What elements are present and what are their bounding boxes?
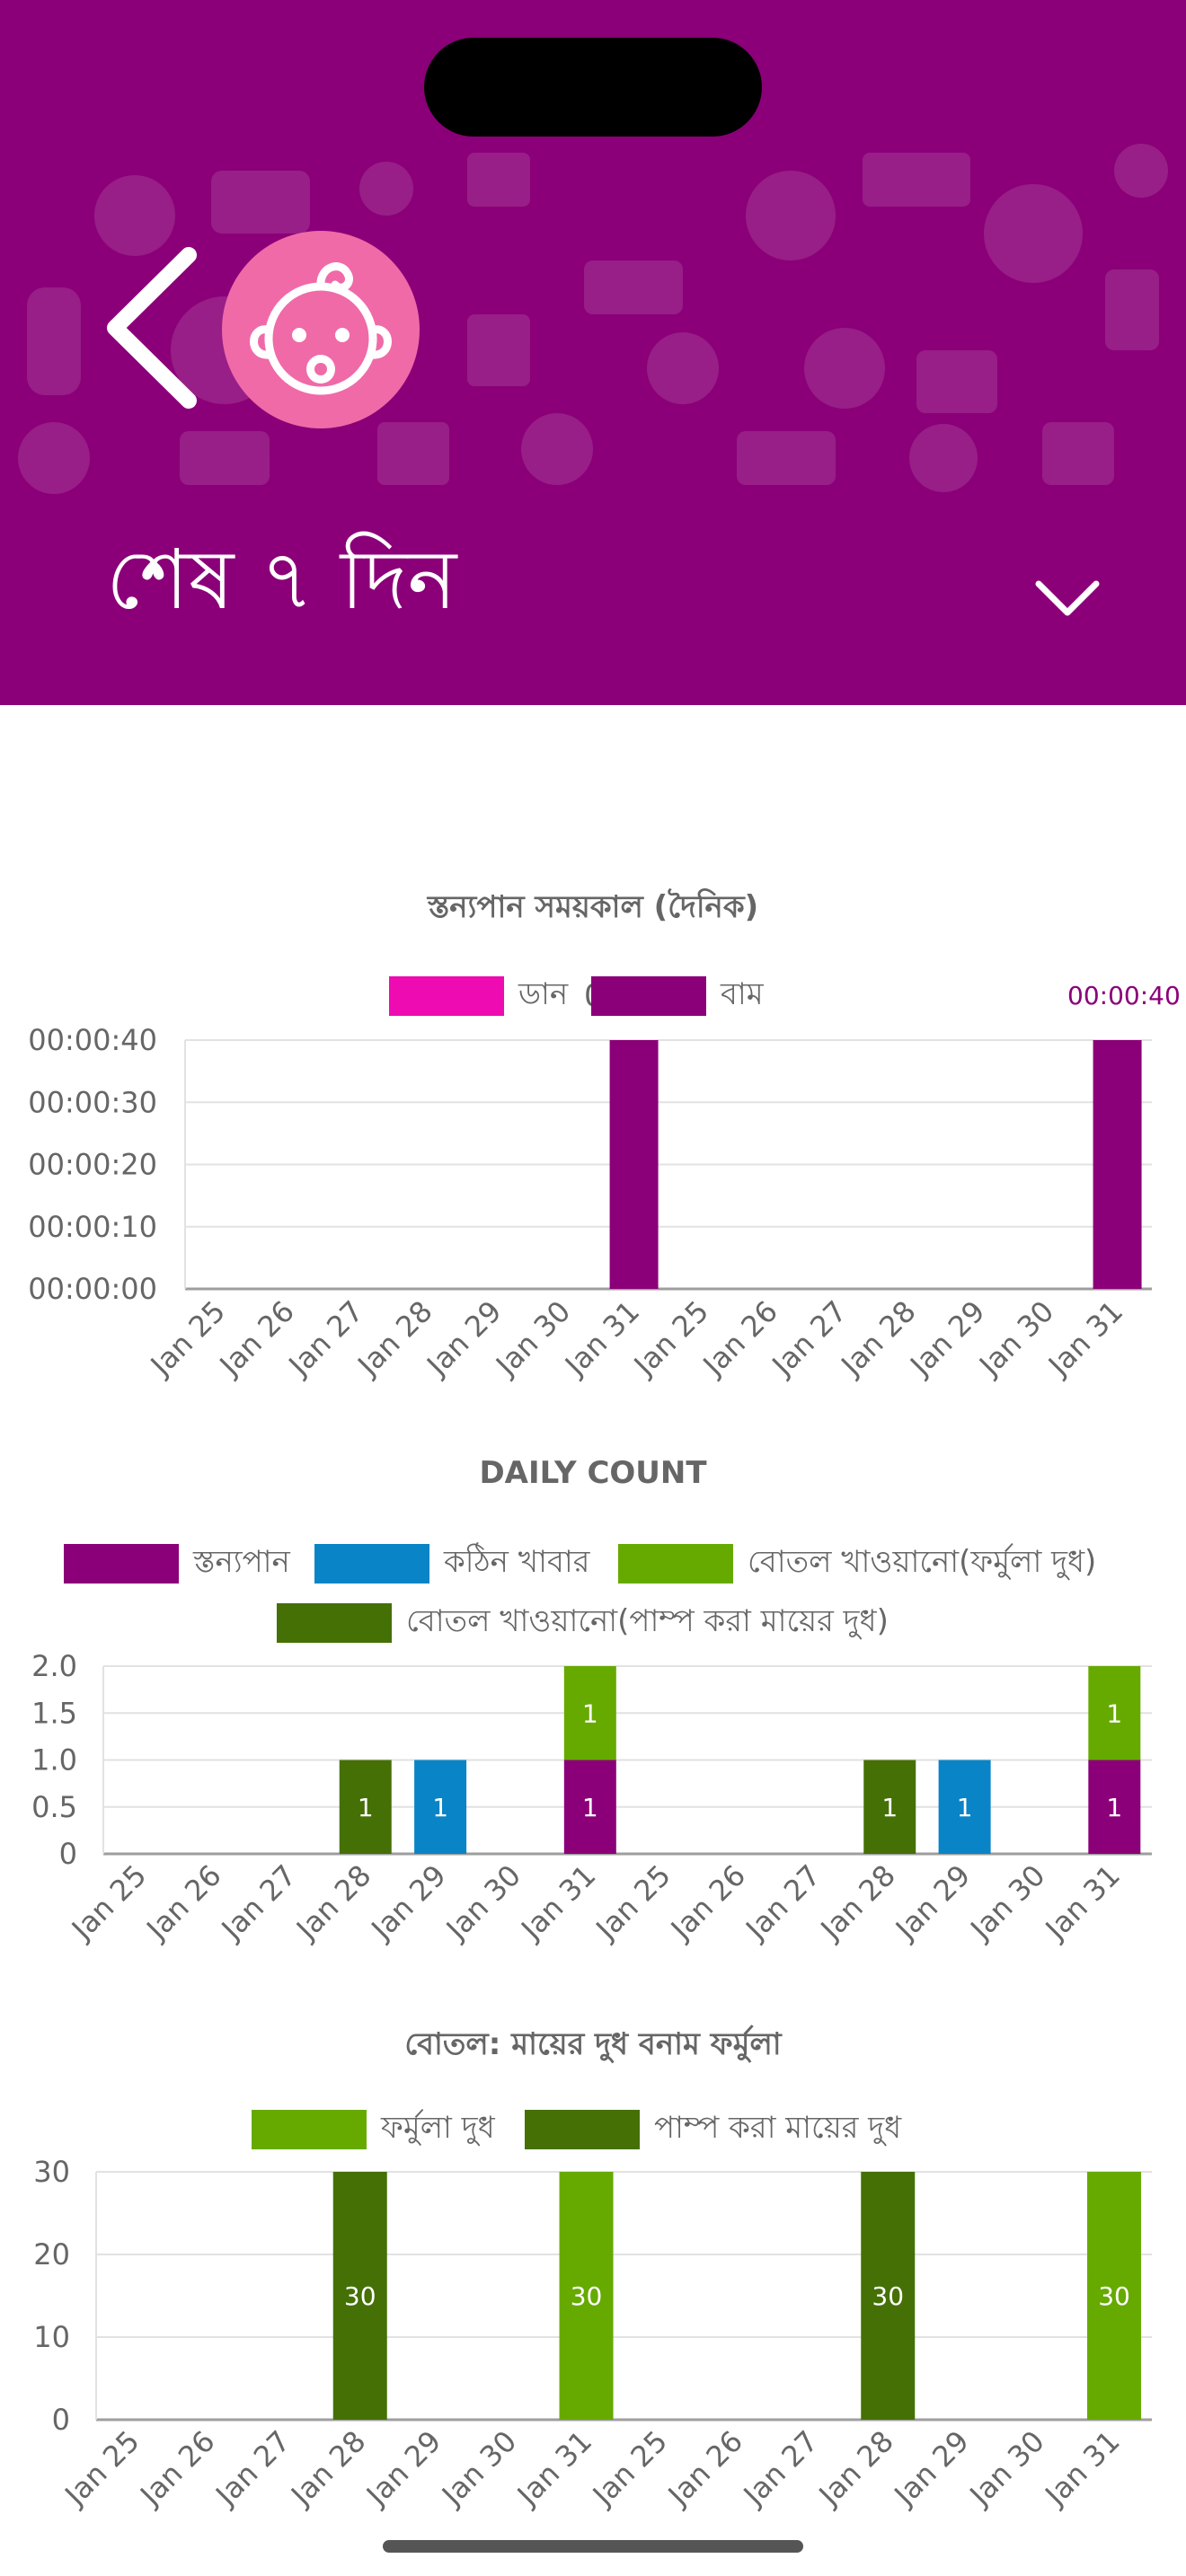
legend-label: ফর্মুলা দুধ	[381, 2109, 495, 2146]
legend-label: বোতল খাওয়ানো(ফর্মুলা দুধ)	[748, 1543, 1097, 1580]
y-tick-label: 20	[33, 2237, 70, 2272]
data-label: 30	[344, 2281, 376, 2311]
legend-swatch	[252, 2110, 367, 2149]
data-label: 30	[571, 2281, 603, 2311]
baby-icon	[250, 262, 392, 395]
x-tick-label: Jan 28	[283, 2424, 372, 2513]
bar	[559, 2172, 614, 2420]
legend-label: ডান	[518, 975, 569, 1012]
bar	[609, 1040, 659, 1289]
bar	[563, 1760, 616, 1854]
bar	[938, 1760, 991, 1854]
y-tick-label: 0	[59, 1837, 77, 1871]
legend-swatch	[618, 1544, 733, 1584]
data-label: 30	[1098, 2281, 1130, 2311]
bar	[332, 2172, 387, 2420]
legend-item-formula: ফর্মুলা দুধ	[252, 2109, 495, 2150]
data-label: 1	[432, 1793, 448, 1822]
corner-value-label: 00:00:40	[1067, 981, 1181, 1010]
x-tick-label: Jan 25	[585, 2424, 674, 2513]
y-tick-label: 0	[52, 2403, 70, 2437]
legend-swatch	[591, 976, 706, 1016]
baby-pattern-background	[18, 144, 1168, 494]
legend-swatch	[64, 1544, 179, 1584]
camera-notch	[424, 38, 762, 137]
bar	[863, 1760, 916, 1854]
x-tick-label: Jan 27	[736, 2424, 825, 2513]
bar	[861, 2172, 916, 2420]
legend-swatch	[277, 1603, 392, 1643]
y-tick-label: 30	[33, 2155, 70, 2189]
bar	[1087, 2172, 1142, 2420]
legend-swatch	[525, 2110, 640, 2149]
data-label: 1	[957, 1793, 973, 1822]
legend-label: বোতল খাওয়ানো(পাম্প করা মায়ের দুধ)	[406, 1602, 889, 1639]
legend-item-solid-food: কঠিন খাবার	[314, 1543, 589, 1584]
x-tick-label: Jan 30	[962, 2424, 1051, 2513]
bar	[414, 1760, 467, 1854]
legend-item-breastfeeding: স্তন্যপান	[64, 1543, 290, 1584]
x-tick-label: Jan 29	[887, 2424, 976, 2513]
legend-item-left: বাম	[591, 975, 764, 1017]
x-tick-label: Jan 25	[57, 2424, 146, 2513]
legend-item-bottle-formula: বোতল খাওয়ানো(ফর্মুলা দুধ)	[618, 1543, 1096, 1584]
data-label: 30	[872, 2281, 904, 2311]
bar	[1088, 1760, 1141, 1854]
legend-label: বাম	[721, 975, 764, 1012]
x-tick-label: Jan 31	[509, 2424, 598, 2513]
home-indicator[interactable]	[383, 2540, 803, 2553]
y-tick-label: 1.0	[31, 1743, 77, 1778]
bar	[1093, 1040, 1142, 1289]
chart-title-daily-count: DAILY COUNT	[479, 1455, 707, 1491]
legend-swatch	[389, 976, 504, 1016]
x-tick-label: Jan 31	[1038, 2424, 1127, 2513]
bar	[1088, 1666, 1141, 1760]
x-tick-label: Jan 26	[660, 2424, 749, 2513]
y-tick-label: 00:00:40	[28, 1023, 157, 1057]
bar	[563, 1666, 616, 1760]
x-tick-label: Jan 30	[434, 2424, 523, 2513]
legend-label: স্তন্যপান	[193, 1543, 290, 1580]
legend-item-right: ডান	[389, 975, 568, 1017]
legend-item-pumped: পাম্প করা মায়ের দুধ	[525, 2109, 901, 2150]
legend-label: কঠিন খাবার	[444, 1543, 590, 1580]
x-tick-label: Jan 29	[358, 2424, 447, 2513]
back-arrow-icon[interactable]	[99, 243, 207, 413]
date-range-selector[interactable]: শেষ ৭ দিন	[106, 532, 457, 628]
y-tick-label: 1.5	[31, 1696, 77, 1730]
data-label: 1	[881, 1793, 898, 1822]
y-tick-label: 00:00:10	[28, 1210, 157, 1244]
data-label: 1	[582, 1698, 598, 1728]
data-label: 1	[1106, 1698, 1122, 1728]
legend-item-bottle-pumped: বোতল খাওয়ানো(পাম্প করা মায়ের দুধ)	[277, 1602, 889, 1644]
y-tick-label: 2.0	[31, 1649, 77, 1683]
x-tick-label: Jan 28	[811, 2424, 900, 2513]
chart-title-bottle-comparison: বোতল: মায়ের দুধ বনাম ফর্মুলা	[404, 2026, 782, 2062]
y-tick-label: 10	[33, 2320, 70, 2354]
data-label: 1	[358, 1793, 374, 1822]
legend-swatch	[314, 1544, 429, 1584]
x-tick-label: Jan 26	[132, 2424, 221, 2513]
y-tick-label: 00:00:00	[28, 1272, 157, 1306]
bar	[339, 1760, 392, 1854]
y-tick-label: 0.5	[31, 1790, 77, 1824]
legend-label: পাম্প করা মায়ের দুধ	[654, 2109, 902, 2146]
chevron-down-icon[interactable]	[1033, 575, 1102, 622]
y-tick-label: 00:00:30	[28, 1085, 157, 1119]
avatar[interactable]	[222, 231, 420, 428]
data-label: 1	[582, 1793, 598, 1822]
chart-title-feeding-duration: স্তন্যপান সময়কাল (দৈনিক)	[427, 889, 759, 925]
data-label: 1	[1106, 1793, 1122, 1822]
app-header: শেষ ৭ দিন	[0, 0, 1186, 705]
x-tick-label: Jan 27	[208, 2424, 296, 2513]
y-tick-label: 00:00:20	[28, 1148, 157, 1182]
